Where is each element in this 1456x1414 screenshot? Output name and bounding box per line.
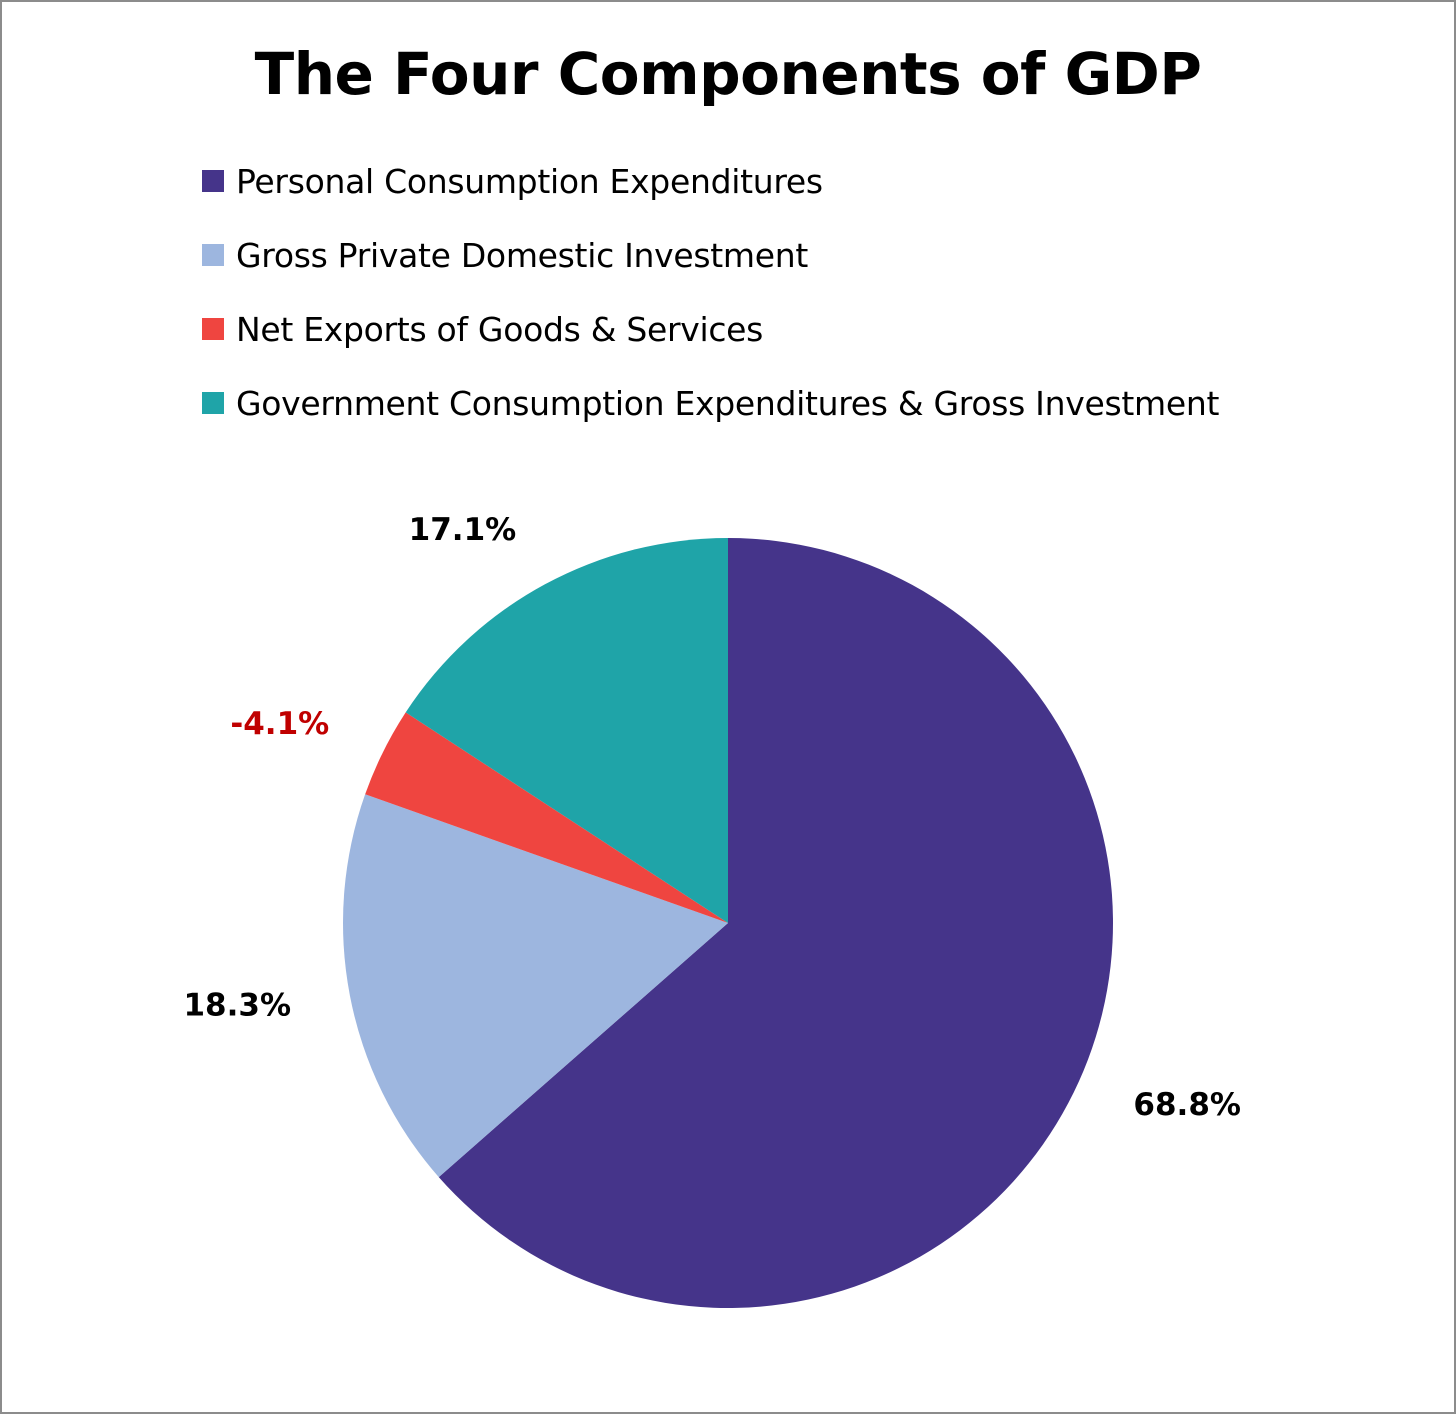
legend-swatch	[202, 170, 224, 192]
legend-label: Gross Private Domestic Investment	[236, 235, 809, 275]
legend-item-gross-private-investment: Gross Private Domestic Investment	[202, 234, 1219, 276]
data-label-personal-consumption-expenditures: 68.8%	[1133, 1087, 1241, 1123]
legend-item-net-exports: Net Exports of Goods & Services	[202, 308, 1219, 350]
legend-swatch	[202, 392, 224, 414]
data-label-government-consumption-expenditures-and-gross-investment: 17.1%	[409, 512, 517, 548]
chart-title: The Four Components of GDP	[254, 40, 1202, 108]
pie-slice-net-exports-of-goods-and-services	[365, 712, 728, 923]
legend-swatch	[202, 244, 224, 266]
legend-label: Government Consumption Expenditures & Gr…	[236, 383, 1220, 423]
legend-item-personal-consumption: Personal Consumption Expenditures	[202, 160, 1219, 202]
pie-slice-gross-private-domestic-investment	[343, 794, 728, 1178]
chart-legend: Personal Consumption Expenditures Gross …	[202, 160, 1219, 456]
legend-label: Personal Consumption Expenditures	[236, 161, 823, 201]
data-label-gross-private-domestic-investment: 18.3%	[183, 988, 291, 1024]
legend-swatch	[202, 318, 224, 340]
data-label-net-exports-of-goods-and-services: -4.1%	[230, 706, 329, 742]
legend-item-government-consumption: Government Consumption Expenditures & Gr…	[202, 382, 1219, 424]
pie-slice-government-consumption-expenditures-and-gross-investment	[405, 538, 728, 923]
legend-label: Net Exports of Goods & Services	[236, 309, 764, 349]
pie-slice-personal-consumption-expenditures	[438, 538, 1113, 1308]
